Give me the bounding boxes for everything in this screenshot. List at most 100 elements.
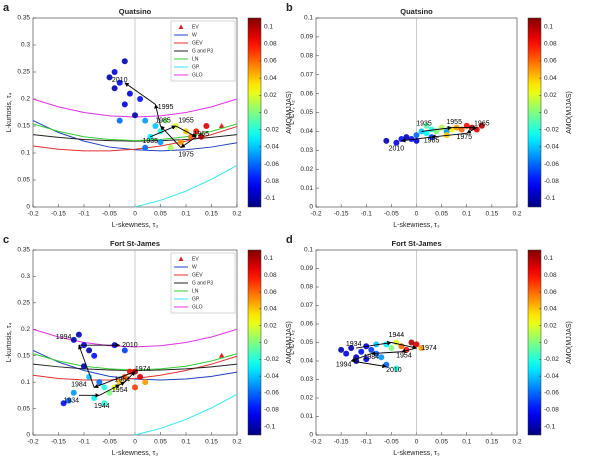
data-point bbox=[423, 130, 430, 137]
colorbar-tick-label: -0.08 bbox=[544, 406, 559, 413]
x-tick-label: 0.05 bbox=[154, 439, 167, 446]
colorbar-tick-label: 0.06 bbox=[544, 289, 557, 296]
data-point bbox=[81, 363, 87, 370]
data-point bbox=[142, 144, 149, 151]
year-label: 1994 bbox=[336, 362, 352, 369]
legend-label: GLO bbox=[192, 304, 203, 310]
x-tick-label: 0.2 bbox=[232, 439, 241, 446]
panel-title: Fort St-James bbox=[391, 239, 441, 248]
x-tick-label: -0.2 bbox=[27, 211, 39, 218]
legend-label: EV bbox=[192, 24, 199, 30]
colorbar-tick-label: 0.04 bbox=[264, 75, 277, 82]
data-point bbox=[388, 345, 395, 352]
y-tick-label: 0.07 bbox=[300, 302, 313, 309]
data-point bbox=[348, 345, 355, 352]
data-point bbox=[101, 400, 108, 407]
colorbar-tick-label: 0.08 bbox=[264, 40, 277, 47]
panel-title: Quatsino bbox=[400, 7, 433, 16]
data-point bbox=[393, 365, 400, 372]
data-point bbox=[383, 137, 390, 144]
colorbar-tick-label: 0 bbox=[264, 109, 268, 116]
x-tick-label: 0.15 bbox=[205, 439, 218, 446]
x-tick-label: 0.1 bbox=[462, 211, 471, 218]
distribution-curve bbox=[32, 355, 238, 381]
x-tick-label: 0.2 bbox=[512, 439, 521, 446]
data-point bbox=[157, 139, 164, 146]
distribution-curve bbox=[32, 120, 238, 152]
colorbar-tick-label: -0.02 bbox=[264, 356, 279, 363]
data-point bbox=[478, 122, 485, 129]
year-label: 1934 bbox=[346, 341, 362, 348]
data-point bbox=[358, 348, 365, 355]
x-tick-label: 0.1 bbox=[462, 439, 471, 446]
data-point bbox=[428, 126, 435, 133]
data-point bbox=[203, 123, 210, 129]
panel-letter: a bbox=[3, 2, 10, 14]
y-tick-label: 0.05 bbox=[300, 109, 313, 116]
x-tick-label: -0.15 bbox=[51, 211, 66, 218]
x-tick-label: 0.15 bbox=[486, 439, 499, 446]
colorbar-tick-label: 0.02 bbox=[544, 92, 557, 99]
x-tick-label: -0.05 bbox=[102, 211, 117, 218]
y-tick-label: 0.01 bbox=[300, 413, 313, 420]
year-label: 1965 bbox=[474, 121, 490, 128]
data-point bbox=[152, 123, 159, 129]
panel-letter: b bbox=[286, 2, 293, 14]
data-point bbox=[86, 347, 93, 354]
trajectory-arrow bbox=[400, 347, 417, 353]
year-label: 1975 bbox=[178, 151, 194, 158]
x-tick-label: -0.1 bbox=[78, 211, 90, 218]
data-point bbox=[193, 128, 200, 135]
x-tick-label: 0.05 bbox=[154, 211, 167, 218]
distribution-curve bbox=[134, 393, 238, 436]
data-point bbox=[393, 339, 400, 346]
colorbar-tick-label: 0.04 bbox=[544, 306, 557, 313]
y-tick-label: 0.3 bbox=[21, 273, 30, 280]
data-point bbox=[91, 352, 98, 359]
data-point bbox=[91, 395, 98, 401]
data-point bbox=[137, 373, 144, 380]
y-axis-label: L-kurtosis, τ₄ bbox=[6, 92, 13, 132]
ev-marker bbox=[218, 123, 225, 128]
trajectory-arrow bbox=[400, 136, 432, 143]
x-tick-label: -0.05 bbox=[102, 439, 117, 446]
y-axis-label: L-kurtosis, τ₄ bbox=[6, 322, 13, 362]
x-tick-label: -0.2 bbox=[27, 439, 39, 446]
y-tick-label: 0.04 bbox=[300, 358, 313, 365]
data-point bbox=[393, 139, 400, 146]
x-axis-label: L-skewness, τ₃ bbox=[112, 450, 159, 457]
year-label: 2010 bbox=[112, 77, 128, 84]
trajectory-arrow bbox=[180, 136, 197, 148]
colorbar-tick-label: 0.1 bbox=[544, 23, 553, 30]
x-tick-label: 0 bbox=[133, 211, 137, 218]
colorbar-tick-label: 0.04 bbox=[544, 75, 557, 82]
data-point bbox=[126, 90, 133, 97]
year-label: 1984 bbox=[71, 382, 87, 389]
colorbar-label: AMO(MJJAS) bbox=[286, 91, 293, 134]
x-tick-label: 0.2 bbox=[512, 211, 521, 218]
data-point bbox=[116, 117, 123, 124]
y-tick-label: 0.2 bbox=[21, 96, 30, 103]
y-tick-label: 0.01 bbox=[300, 185, 313, 192]
data-point bbox=[378, 354, 385, 361]
legend-label: LN bbox=[192, 56, 199, 62]
trajectory-arrow bbox=[466, 127, 478, 134]
x-tick-label: 0 bbox=[415, 211, 419, 218]
colorbar-tick-label: 0.06 bbox=[264, 289, 277, 296]
colorbar-tick-label: 0.08 bbox=[264, 272, 277, 279]
year-label: 1985 bbox=[155, 117, 171, 124]
x-tick-label: -0.15 bbox=[51, 439, 66, 446]
data-point bbox=[111, 69, 118, 75]
colorbar-tick-label: -0.02 bbox=[544, 356, 559, 363]
distribution-curve bbox=[32, 123, 238, 142]
y-tick-label: 0.3 bbox=[21, 42, 30, 49]
y-tick-label: 0.07 bbox=[300, 71, 313, 78]
data-point bbox=[162, 117, 169, 124]
data-point bbox=[167, 144, 174, 151]
legend-label: EV bbox=[192, 256, 199, 262]
panel-title: Fort St-James bbox=[110, 239, 160, 248]
year-label: 1984 bbox=[363, 354, 379, 361]
distribution-curve bbox=[134, 165, 238, 208]
y-tick-label: 0.25 bbox=[17, 300, 30, 307]
y-tick-label: 0.08 bbox=[300, 53, 313, 60]
